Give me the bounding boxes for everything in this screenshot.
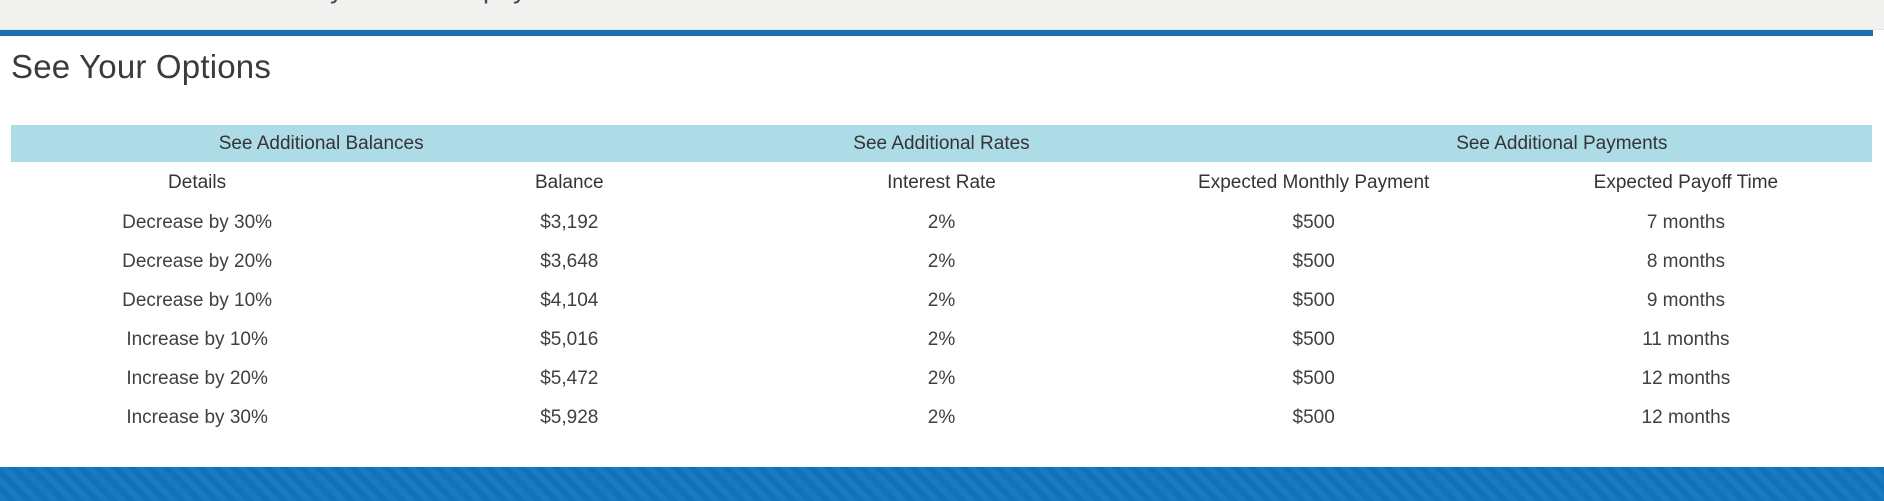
- cell-balance: $5,016: [540, 328, 599, 350]
- cell-details: Increase by 30%: [126, 406, 268, 428]
- table-row: Increase by 30% $5,928 2% $500 12 months: [11, 398, 1872, 437]
- table-row: Decrease by 20% $3,648 2% $500 8 months: [11, 242, 1872, 281]
- footer-bar: [0, 467, 1884, 501]
- cell-monthly-payment: $500: [1292, 328, 1335, 350]
- cell-interest-rate: 2%: [927, 250, 956, 272]
- section-divider-rule: [0, 30, 1873, 36]
- cell-monthly-payment: $500: [1292, 367, 1335, 389]
- see-additional-payments-button[interactable]: See Additional Payments: [1456, 132, 1668, 154]
- cell-interest-rate: 2%: [927, 289, 956, 311]
- table-row: Decrease by 30% $3,192 2% $500 7 months: [11, 203, 1872, 242]
- cell-interest-rate: 2%: [927, 328, 956, 350]
- cell-balance: $3,648: [540, 250, 599, 272]
- column-header-monthly-payment: Expected Monthly Payment: [1198, 171, 1430, 193]
- page-title: See Your Options: [11, 48, 272, 85]
- see-additional-balances-button[interactable]: See Additional Balances: [218, 132, 424, 154]
- see-additional-band: See Additional Balances See Additional R…: [11, 125, 1872, 162]
- clipped-text-fragment: y: [330, 0, 344, 3]
- table-row: Increase by 10% $5,016 2% $500 11 months: [11, 320, 1872, 359]
- options-table: Details Balance Interest Rate Expected M…: [11, 162, 1872, 437]
- cell-payoff-time: 12 months: [1641, 367, 1731, 389]
- cell-monthly-payment: $500: [1292, 250, 1335, 272]
- see-additional-rates-button[interactable]: See Additional Rates: [853, 132, 1030, 154]
- cell-interest-rate: 2%: [927, 211, 956, 233]
- column-header-interest-rate: Interest Rate: [887, 171, 996, 193]
- cell-balance: $5,472: [540, 367, 599, 389]
- cell-payoff-time: 11 months: [1642, 328, 1730, 350]
- cell-monthly-payment: $500: [1292, 211, 1335, 233]
- table-row: Increase by 20% $5,472 2% $500 12 months: [11, 359, 1872, 398]
- cell-balance: $5,928: [540, 406, 599, 428]
- column-header-payoff-time: Expected Payoff Time: [1593, 171, 1779, 193]
- cell-details: Decrease by 20%: [122, 250, 273, 272]
- cell-details: Increase by 20%: [126, 367, 268, 389]
- cell-monthly-payment: $500: [1292, 289, 1335, 311]
- cell-payoff-time: 12 months: [1641, 406, 1731, 428]
- cell-payoff-time: 8 months: [1646, 250, 1725, 272]
- cell-interest-rate: 2%: [927, 406, 956, 428]
- column-header-balance: Balance: [534, 171, 604, 193]
- previous-section-strip: y pay: [0, 0, 1884, 30]
- table-header-row: Details Balance Interest Rate Expected M…: [11, 162, 1872, 203]
- cell-details: Increase by 10%: [126, 328, 268, 350]
- cell-details: Decrease by 10%: [122, 289, 273, 311]
- cell-balance: $4,104: [540, 289, 599, 311]
- cell-details: Decrease by 30%: [122, 211, 273, 233]
- column-header-details: Details: [168, 171, 227, 193]
- table-row: Decrease by 10% $4,104 2% $500 9 months: [11, 281, 1872, 320]
- cell-balance: $3,192: [540, 211, 599, 233]
- cell-monthly-payment: $500: [1292, 406, 1335, 428]
- cell-interest-rate: 2%: [927, 367, 956, 389]
- cell-payoff-time: 7 months: [1646, 211, 1725, 233]
- cell-payoff-time: 9 months: [1646, 289, 1725, 311]
- clipped-text-fragment: pay: [483, 0, 527, 3]
